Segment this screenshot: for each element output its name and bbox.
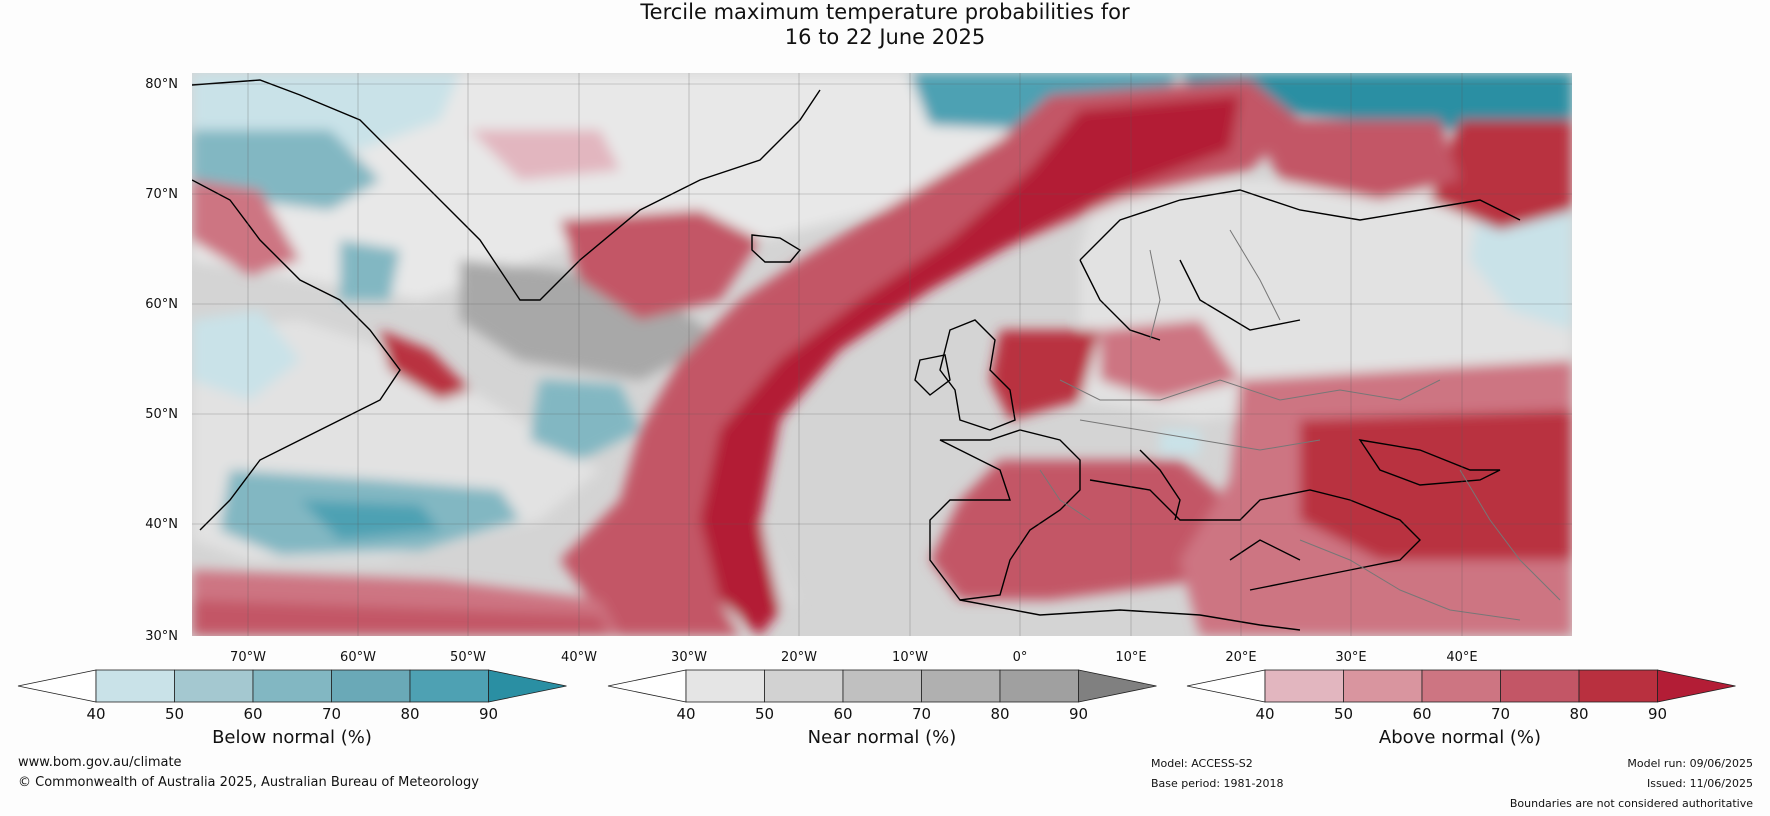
lon-label-70w: 70°W — [230, 650, 266, 665]
colorbar-below-tick: 50 — [165, 705, 184, 723]
colorbar-above-segment — [1421, 669, 1501, 703]
colorbar-near-tick: 50 — [755, 705, 774, 723]
colorbar-above-tick: 70 — [1491, 705, 1510, 723]
lat-label-60: 60°N — [145, 297, 178, 312]
colorbar-below-segment — [252, 669, 332, 703]
lon-label-40w: 40°W — [561, 650, 597, 665]
colorbar-near-tick: 60 — [833, 705, 852, 723]
colorbar-near-tick: 90 — [1069, 705, 1088, 723]
colorbar-above-tick: 50 — [1334, 705, 1353, 723]
lon-label-30w: 30°W — [671, 650, 707, 665]
colorbar-label-below: Below normal (%) — [212, 727, 372, 748]
title-line1: Tercile maximum temperature probabilitie… — [640, 0, 1130, 24]
lon-label-10e: 10°E — [1115, 650, 1146, 665]
colorbar-below-low-arrow — [17, 669, 97, 703]
lon-label-0: 0° — [1013, 650, 1028, 665]
colorbar-near-high-arrow — [1078, 669, 1157, 703]
colorbar-near-segment — [764, 669, 844, 703]
borders — [1039, 229, 1561, 621]
lon-label-60w: 60°W — [340, 650, 376, 665]
colorbar-below-tick: 60 — [243, 705, 262, 723]
lat-label-70: 70°N — [145, 187, 178, 202]
colorbar-above-tick: 80 — [1569, 705, 1588, 723]
colorbar-below-segment — [174, 669, 254, 703]
colorbar-label-above: Above normal (%) — [1378, 727, 1542, 748]
lat-label-50: 50°N — [145, 407, 178, 422]
colorbar-above-high-arrow — [1657, 669, 1736, 703]
lon-label-40e: 40°E — [1446, 650, 1477, 665]
lat-label-30: 30°N — [145, 629, 178, 644]
lon-label-20e: 20°E — [1225, 650, 1256, 665]
lat-label-40: 40°N — [145, 517, 178, 532]
gridlines — [192, 73, 1572, 636]
colorbar-near-tick: 80 — [990, 705, 1009, 723]
colorbar-below-high-arrow — [488, 669, 567, 703]
lat-label-80: 80°N — [145, 77, 178, 92]
colorbar-near-segment — [921, 669, 1001, 703]
colorbar-above-tick: 90 — [1648, 705, 1667, 723]
colorbar-below-segment — [409, 669, 489, 703]
colorbar-below-segment — [95, 669, 175, 703]
lon-label-50w: 50°W — [450, 650, 486, 665]
title-line2: 16 to 22 June 2025 — [784, 25, 986, 49]
colorbar-label-near: Near normal (%) — [807, 727, 957, 748]
colorbar-above-tick: 60 — [1412, 705, 1431, 723]
colorbar-near-low-arrow — [607, 669, 687, 703]
colorbar-below-segment — [331, 669, 411, 703]
colorbar-above-segment — [1578, 669, 1658, 703]
footer-base-period: Base period: 1981-2018 — [1151, 777, 1284, 790]
colorbars: 40 50 60 70 80 90 40 50 60 70 80 90 40 50 60 70 80 90 — [17, 669, 1736, 723]
colorbar-above-low-arrow — [1186, 669, 1266, 703]
lon-label-10w: 10°W — [892, 650, 928, 665]
colorbar-near-tick: 40 — [676, 705, 695, 723]
colorbar-below-tick: 40 — [86, 705, 105, 723]
footer-model: Model: ACCESS-S2 — [1151, 757, 1253, 770]
footer-disclaimer: Boundaries are not considered authoritat… — [1509, 797, 1753, 810]
colorbar-below-tick: 90 — [479, 705, 498, 723]
coastlines — [192, 79, 1521, 631]
lon-label-30e: 30°E — [1335, 650, 1366, 665]
colorbar-near-segment — [842, 669, 922, 703]
footer-issued: Issued: 11/06/2025 — [1646, 777, 1753, 790]
colorbar-above-tick: 40 — [1255, 705, 1274, 723]
colorbar-near-segment — [999, 669, 1079, 703]
colorbar-above-segment — [1264, 669, 1344, 703]
colorbar-above-segment — [1343, 669, 1423, 703]
footer-copyright: © Commonwealth of Australia 2025, Austra… — [18, 775, 479, 790]
longitude-labels: 70°W 60°W 50°W 40°W 30°W 20°W 10°W 0° 10… — [230, 650, 1478, 665]
probability-field — [192, 73, 1572, 636]
latitude-labels: 80°N 70°N 60°N 50°N 40°N 30°N — [145, 77, 178, 644]
colorbar-below-tick: 80 — [400, 705, 419, 723]
map-title: Tercile maximum temperature probabilitie… — [0, 0, 1770, 50]
footer-website[interactable]: www.bom.gov.au/climate — [18, 755, 182, 770]
colorbar-below-tick: 70 — [322, 705, 341, 723]
colorbar-above-segment — [1500, 669, 1580, 703]
lon-label-20w: 20°W — [781, 650, 817, 665]
colorbar-near-segment — [685, 669, 765, 703]
footer-model-run: Model run: 09/06/2025 — [1627, 757, 1753, 770]
colorbar-near-tick: 70 — [912, 705, 931, 723]
